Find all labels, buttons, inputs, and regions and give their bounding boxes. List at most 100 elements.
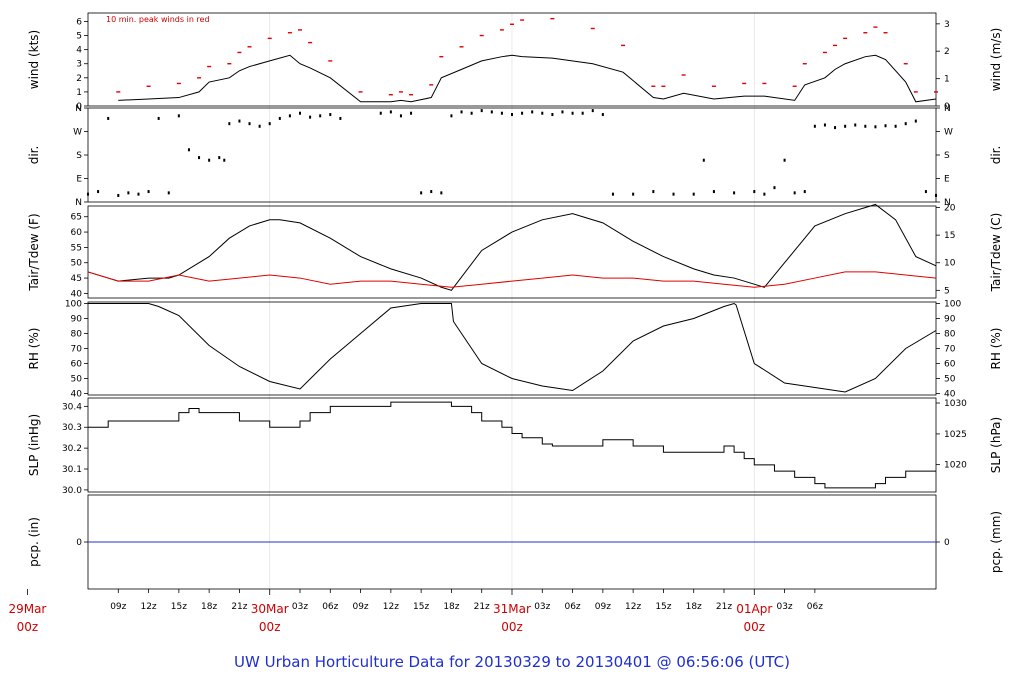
y-tick-label: 90 bbox=[71, 315, 83, 325]
wind-direction-point bbox=[702, 158, 705, 162]
wind-series-line bbox=[118, 54, 937, 103]
y-right-tick-label: 3 bbox=[944, 20, 950, 30]
y-right-tick-label: W bbox=[944, 128, 953, 138]
wind-direction-point bbox=[127, 191, 130, 195]
wind-direction-point bbox=[874, 125, 877, 129]
x-tick-label: 03z bbox=[776, 602, 792, 612]
x-date-sublabel: 00z bbox=[259, 620, 281, 634]
wind-direction-point bbox=[288, 114, 291, 118]
wind-direction-point bbox=[783, 158, 786, 162]
panel-slp: 30.0 30.1 30.2 30.3 30.4 1020 1025 1030 SLP (inH… bbox=[27, 397, 1003, 496]
y-right-tick-label: 5 bbox=[944, 286, 950, 296]
wind-direction-point bbox=[389, 110, 392, 114]
y-tick-label: 100 bbox=[65, 300, 82, 310]
wind-direction-point bbox=[581, 111, 584, 115]
y-right-tick-label: 80 bbox=[944, 330, 956, 340]
x-tick-label: 15z bbox=[413, 602, 429, 612]
wind-direction-point bbox=[914, 119, 917, 123]
wind-direction-point bbox=[480, 109, 483, 113]
wind-direction-point bbox=[793, 191, 796, 195]
y-axis-label-right: SLP (hPa) bbox=[989, 417, 1003, 473]
y-right-tick-label: 60 bbox=[944, 360, 956, 370]
panel-frame bbox=[87, 397, 937, 493]
x-date-label: 29Mar bbox=[8, 602, 46, 616]
wind-direction-point bbox=[733, 191, 736, 195]
wind-direction-point bbox=[299, 111, 301, 115]
x-date-label: 01Apr bbox=[736, 602, 772, 616]
x-tick-label: 18z bbox=[443, 602, 459, 612]
y-right-tick-label: 0 bbox=[944, 538, 950, 548]
wind-direction-point bbox=[157, 116, 160, 120]
wind-direction-point bbox=[430, 190, 433, 194]
wind-direction-point bbox=[541, 111, 544, 115]
wind-direction-point bbox=[410, 111, 413, 115]
x-tick-label: 09z bbox=[595, 602, 611, 612]
y-right-tick-label: E bbox=[944, 175, 950, 185]
wind-direction-point bbox=[500, 111, 503, 115]
y-right-tick-label: 1025 bbox=[944, 430, 967, 440]
wind-direction-point bbox=[632, 192, 635, 196]
wind-direction-point bbox=[652, 190, 655, 194]
wind-direction-point bbox=[904, 122, 907, 126]
y-axis-label-right: wind (m/s) bbox=[989, 28, 1003, 92]
wind-direction-point bbox=[238, 119, 241, 123]
y-tick-label: 30.4 bbox=[62, 402, 82, 412]
y-tick-label: 4 bbox=[76, 46, 82, 56]
y-tick-label: 40 bbox=[71, 289, 83, 299]
wind-direction-point bbox=[763, 192, 766, 196]
x-tick-label: 12z bbox=[383, 602, 399, 612]
y-right-tick-label: 50 bbox=[944, 375, 956, 385]
y-axis-label-right: RH (%) bbox=[989, 328, 1003, 370]
x-tick-label: 18z bbox=[686, 602, 702, 612]
wind-direction-point bbox=[753, 190, 756, 194]
wind-direction-point bbox=[924, 190, 927, 194]
wind-direction-point bbox=[511, 113, 513, 117]
wind-direction-point bbox=[813, 124, 816, 128]
wind-direction-point bbox=[329, 113, 332, 117]
x-tick-label: 12z bbox=[140, 602, 156, 612]
x-tick-label: 06z bbox=[322, 602, 338, 612]
wind-direction-point bbox=[97, 190, 100, 194]
wind-direction-point bbox=[894, 124, 897, 128]
panel-pcp: 0 0 pcp. (in) pcp. (mm) bbox=[27, 494, 1003, 590]
wind-direction-point bbox=[490, 110, 493, 114]
y-right-tick-label: 90 bbox=[944, 315, 956, 325]
panel-frame bbox=[87, 12, 937, 107]
y-tick-label: N bbox=[75, 104, 82, 114]
y-right-tick-label: N bbox=[944, 198, 951, 208]
wind-direction-point bbox=[107, 116, 110, 120]
y-tick-label: 70 bbox=[71, 345, 83, 355]
y-right-tick-label: 1 bbox=[944, 75, 950, 85]
x-tick-label: 15z bbox=[171, 602, 187, 612]
wind-direction-point bbox=[884, 124, 887, 128]
x-date-label: 31Mar bbox=[493, 602, 531, 616]
y-tick-label: 6 bbox=[76, 17, 82, 27]
y-tick-label: 45 bbox=[71, 274, 82, 284]
y-tick-label: 80 bbox=[71, 330, 83, 340]
y-axis-label: wind (kts) bbox=[27, 30, 41, 89]
y-tick-label: E bbox=[76, 175, 82, 185]
wind-direction-point bbox=[319, 114, 322, 118]
wind-direction-point bbox=[521, 111, 524, 115]
rh-series-line bbox=[88, 302, 937, 393]
wind-direction-point bbox=[591, 109, 594, 113]
wind-direction-point bbox=[531, 110, 534, 114]
y-right-tick-label: 2 bbox=[944, 47, 950, 57]
wind-direction-point bbox=[339, 116, 342, 120]
wind-direction-point bbox=[268, 122, 271, 126]
wind-direction-point bbox=[117, 193, 120, 197]
x-tick-label: 18z bbox=[201, 602, 217, 612]
x-tick-label: 03z bbox=[292, 602, 308, 612]
y-tick-label: 30.0 bbox=[62, 486, 82, 496]
wind-direction-point bbox=[844, 124, 847, 128]
y-right-tick-label: 40 bbox=[944, 390, 956, 400]
wind-direction-point bbox=[601, 113, 604, 117]
y-axis-label: RH (%) bbox=[27, 328, 41, 370]
x-tick-label: 12z bbox=[625, 602, 641, 612]
y-tick-label: W bbox=[73, 128, 82, 138]
x-tick-label: 21z bbox=[474, 602, 490, 612]
wind-direction-point bbox=[834, 126, 837, 130]
x-tick-label: 21z bbox=[716, 602, 732, 612]
wind-direction-point bbox=[935, 193, 937, 197]
